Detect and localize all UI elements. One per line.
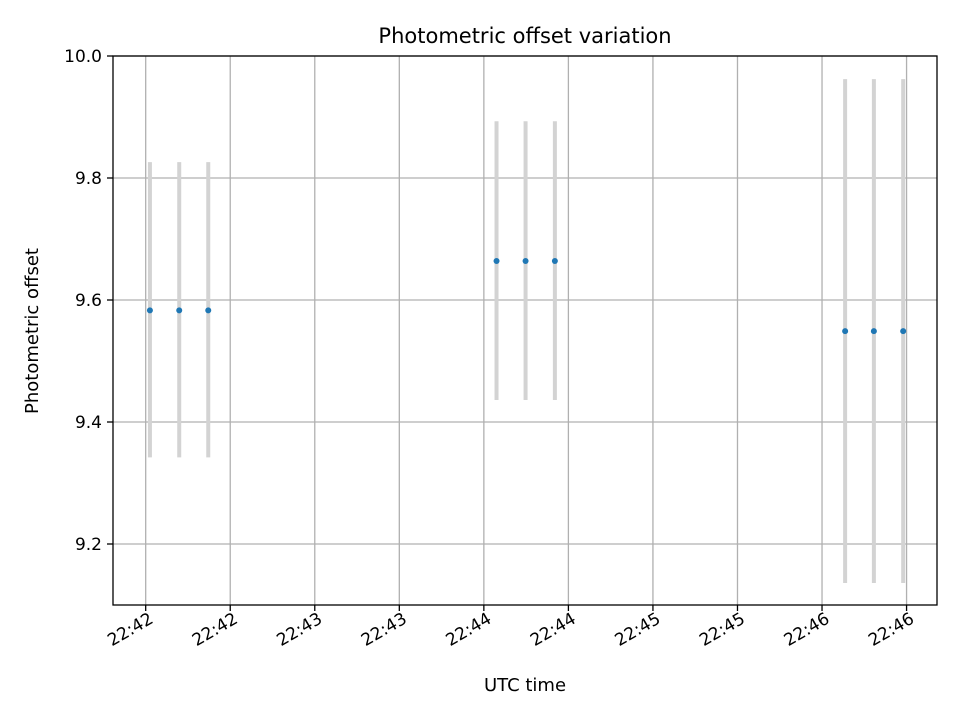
y-axis-title: Photometric offset <box>22 248 43 414</box>
y-tick-label: 10.0 <box>64 47 102 67</box>
data-point <box>870 328 877 335</box>
data-point <box>205 307 212 314</box>
y-axis-ticks: 9.2 9.4 9.6 9.8 10.0 <box>64 47 113 555</box>
grid <box>113 55 937 605</box>
chart-title: Photometric offset variation <box>378 24 671 48</box>
data-point <box>176 307 183 314</box>
data-point <box>900 328 907 335</box>
y-tick-label: 9.6 <box>75 291 102 311</box>
data-point <box>551 257 558 264</box>
data-point <box>842 328 849 335</box>
data-point <box>146 307 153 314</box>
data-point <box>493 257 500 264</box>
x-axis-title: UTC time <box>484 675 566 696</box>
data-point <box>522 257 529 264</box>
y-tick-label: 9.4 <box>75 413 102 433</box>
plot-frame <box>112 55 938 606</box>
y-tick-label: 9.8 <box>75 169 102 189</box>
data-points <box>146 257 907 335</box>
y-tick-label: 9.2 <box>75 535 102 555</box>
